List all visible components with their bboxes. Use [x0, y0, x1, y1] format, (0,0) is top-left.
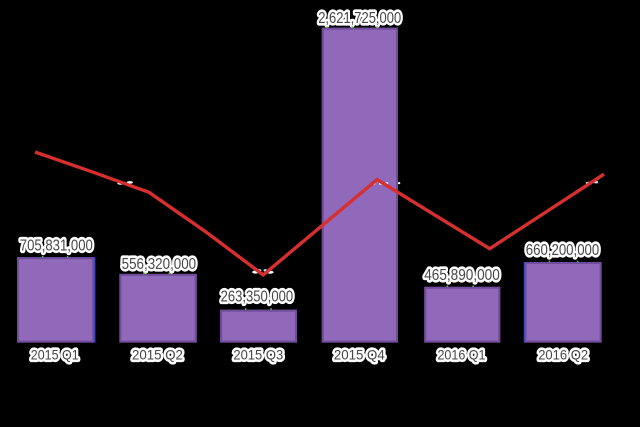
svg-text:2016 Q2: 2016 Q2	[538, 347, 588, 363]
svg-text:2015 Q3: 2015 Q3	[233, 347, 283, 363]
svg-text:705,831,000: 705,831,000	[20, 238, 93, 255]
svg-text:263,350,000: 263,350,000	[221, 289, 294, 306]
svg-text:660,200,000: 660,200,000	[526, 242, 600, 259]
svg-text:2015 Q4: 2015 Q4	[334, 347, 385, 363]
svg-text:2,621,725,000: 2,621,725,000	[318, 10, 401, 27]
svg-text:556,320,000: 556,320,000	[122, 256, 197, 273]
svg-text:2016 Q1: 2016 Q1	[437, 347, 485, 363]
svg-text:2015 Q2: 2015 Q2	[132, 347, 183, 363]
svg-text:465,890,000: 465,890,000	[424, 267, 500, 284]
svg-text:2015 Q1: 2015 Q1	[31, 347, 79, 363]
